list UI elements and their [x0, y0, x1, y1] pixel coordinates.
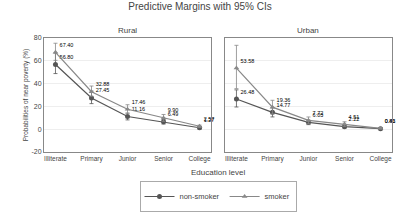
svg-text:Illiterate: Illiterate	[44, 155, 67, 162]
svg-text:6.49: 6.49	[168, 111, 179, 117]
svg-text:2.22: 2.22	[349, 116, 360, 122]
svg-text:0.81: 0.81	[385, 118, 396, 124]
svg-text:6.03: 6.03	[313, 112, 324, 118]
svg-text:26.48: 26.48	[241, 89, 255, 95]
svg-text:Illiterate: Illiterate	[225, 155, 248, 162]
svg-text:0: 0	[38, 126, 42, 133]
svg-text:2.57: 2.57	[204, 116, 215, 122]
svg-text:14.77: 14.77	[277, 102, 291, 108]
svg-text:17.46: 17.46	[132, 99, 146, 105]
svg-text:60: 60	[34, 57, 42, 64]
svg-text:Predictive Margins with 95% CI: Predictive Margins with 95% CIs	[128, 1, 271, 12]
svg-text:40: 40	[34, 80, 42, 87]
svg-text:67.40: 67.40	[60, 42, 74, 48]
svg-text:-20: -20	[31, 148, 41, 155]
svg-text:19.36: 19.36	[277, 97, 291, 103]
svg-text:56.80: 56.80	[60, 54, 74, 60]
svg-text:Rural: Rural	[118, 26, 137, 35]
svg-text:9.90: 9.90	[168, 107, 179, 113]
svg-text:Senior: Senior	[335, 155, 355, 162]
svg-text:College: College	[369, 155, 391, 163]
svg-text:27.45: 27.45	[96, 87, 110, 93]
svg-text:32.88: 32.88	[96, 81, 110, 87]
svg-text:1.27: 1.27	[204, 117, 215, 123]
svg-text:Urban: Urban	[297, 26, 319, 35]
svg-text:7.72: 7.72	[313, 110, 324, 116]
svg-text:Junior: Junior	[300, 155, 319, 162]
svg-text:Primary: Primary	[80, 155, 103, 163]
svg-text:0.43: 0.43	[385, 118, 396, 124]
svg-text:non-smoker: non-smoker	[180, 192, 220, 201]
svg-text:Junior: Junior	[119, 155, 138, 162]
svg-text:smoker: smoker	[265, 192, 290, 201]
svg-text:College: College	[189, 155, 211, 163]
svg-text:Senior: Senior	[154, 155, 174, 162]
svg-text:53.58: 53.58	[241, 58, 255, 64]
svg-text:4.51: 4.51	[349, 114, 360, 120]
svg-text:11.16: 11.16	[132, 106, 145, 112]
svg-text:Education level: Education level	[191, 168, 245, 177]
svg-text:80: 80	[34, 34, 42, 41]
svg-text:Primary: Primary	[261, 155, 284, 163]
svg-text:20: 20	[34, 103, 42, 110]
svg-text:Probabilities of near poverty: Probabilities of near poverty (%)	[22, 49, 30, 142]
